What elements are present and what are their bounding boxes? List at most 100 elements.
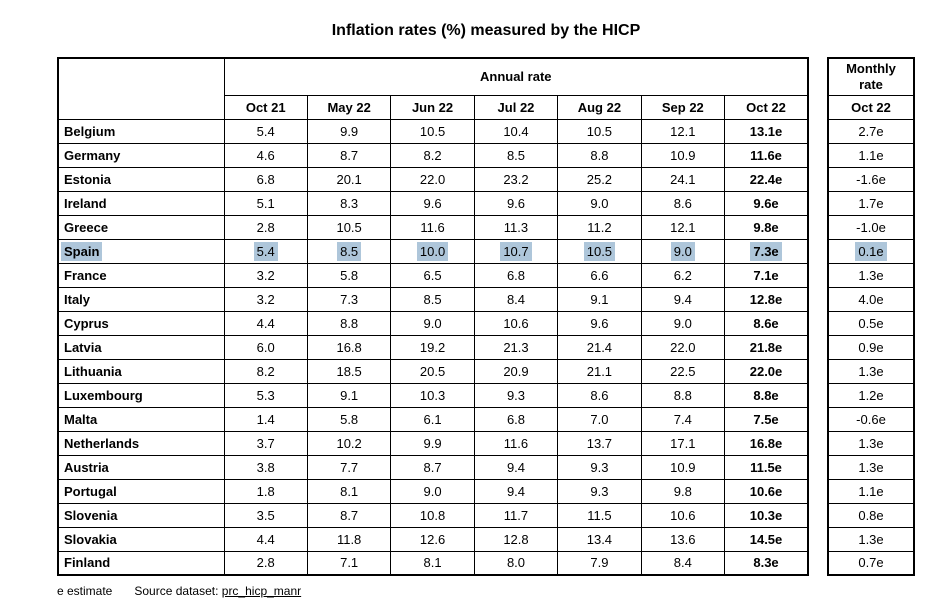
corner-cell — [57, 57, 225, 120]
table-row-cyprus: Cyprus 4.4 8.8 9.0 10.6 9.6 9.0 8.6e — [57, 310, 809, 336]
annual-value-france-sep-22: 6.2 — [640, 262, 726, 288]
country-label-estonia: Estonia — [57, 166, 225, 192]
annual-value-spain-jun-22: 10.0 — [390, 238, 475, 264]
monthly-rate-header: Monthly rate — [827, 57, 915, 96]
monthly-row-portugal: 1.1e — [827, 478, 915, 504]
annual-rate-table: Annual rate Oct 21 May 22 Jun 22 Jul 22 Aug … — [57, 57, 809, 576]
table-row-ireland: Ireland 5.1 8.3 9.6 9.6 9.0 8.6 9.6e — [57, 190, 809, 216]
table-row-portugal: Portugal 1.8 8.1 9.0 9.4 9.3 9.8 10.6e — [57, 478, 809, 504]
annual-value-belgium-jul-22: 10.4 — [473, 118, 559, 144]
monthly-row-italy: 4.0e — [827, 286, 915, 312]
annual-value-estonia-aug-22: 25.2 — [557, 166, 642, 192]
annual-value-france-oct-21: 3.2 — [223, 262, 308, 288]
annual-value-greece-aug-22: 11.2 — [557, 214, 642, 240]
annual-value-germany-jun-22: 8.2 — [390, 142, 475, 168]
highlighted-value: 9.0 — [670, 241, 695, 261]
annual-col-header-may-22: May 22 — [306, 94, 392, 120]
annual-value-estonia-oct-21: 6.8 — [223, 166, 308, 192]
annual-value-spain-jul-22: 10.7 — [473, 238, 559, 264]
annual-value-netherlands-may-22: 10.2 — [306, 430, 392, 456]
annual-value-luxembourg-jul-22: 9.3 — [473, 382, 559, 408]
annual-value-slovenia-jun-22: 10.8 — [390, 502, 475, 528]
monthly-row-cyprus: 0.5e — [827, 310, 915, 336]
table-row-lithuania: Lithuania 8.2 18.5 20.5 20.9 21.1 22.5 22.0e — [57, 358, 809, 384]
annual-value-slovenia-oct-21: 3.5 — [223, 502, 308, 528]
annual-value-france-may-22: 5.8 — [306, 262, 392, 288]
table-row-germany: Germany 4.6 8.7 8.2 8.5 8.8 10.9 11.6e — [57, 142, 809, 168]
annual-value-luxembourg-oct-21: 5.3 — [223, 382, 308, 408]
annual-col-header-aug-22: Aug 22 — [557, 94, 642, 120]
annual-value-netherlands-jul-22: 11.6 — [473, 430, 559, 456]
annual-value-latvia-jun-22: 19.2 — [390, 334, 475, 360]
annual-value-spain-sep-22: 9.0 — [640, 238, 726, 264]
annual-value-slovenia-oct-22: 10.3e — [724, 502, 809, 528]
annual-value-spain-aug-22: 10.5 — [557, 238, 642, 264]
monthly-row-france: 1.3e — [827, 262, 915, 288]
annual-value-luxembourg-jun-22: 10.3 — [390, 382, 475, 408]
annual-value-belgium-may-22: 9.9 — [306, 118, 392, 144]
annual-value-slovenia-aug-22: 11.5 — [557, 502, 642, 528]
monthly-row-malta: -0.6e — [827, 406, 915, 432]
annual-value-germany-jul-22: 8.5 — [473, 142, 559, 168]
annual-value-france-oct-22: 7.1e — [724, 262, 809, 288]
annual-value-estonia-sep-22: 24.1 — [640, 166, 726, 192]
annual-value-malta-jul-22: 6.8 — [473, 406, 559, 432]
annual-value-netherlands-oct-22: 16.8e — [724, 430, 809, 456]
annual-value-greece-sep-22: 12.1 — [640, 214, 726, 240]
table-row-luxembourg: Luxembourg 5.3 9.1 10.3 9.3 8.6 8.8 8.8e — [57, 382, 809, 408]
annual-value-italy-may-22: 7.3 — [306, 286, 392, 312]
highlighted-value: 8.5 — [337, 241, 362, 261]
monthly-value-austria: 1.3e — [827, 454, 915, 480]
annual-col-header-jul-22: Jul 22 — [473, 94, 559, 120]
monthly-column-header-row: Oct 22 — [827, 94, 915, 120]
monthly-value-spain: 0.1e — [827, 238, 915, 264]
annual-value-slovakia-jul-22: 12.8 — [473, 526, 559, 552]
table-row-austria: Austria 3.8 7.7 8.7 9.4 9.3 10.9 11.5e — [57, 454, 809, 480]
annual-value-cyprus-jun-22: 9.0 — [390, 310, 475, 336]
annual-value-cyprus-may-22: 8.8 — [306, 310, 392, 336]
country-label-belgium: Belgium — [57, 118, 225, 144]
source-label: Source dataset: — [134, 584, 219, 598]
annual-value-cyprus-jul-22: 10.6 — [473, 310, 559, 336]
monthly-value-germany: 1.1e — [827, 142, 915, 168]
annual-value-latvia-aug-22: 21.4 — [557, 334, 642, 360]
annual-value-malta-oct-22: 7.5e — [724, 406, 809, 432]
annual-value-cyprus-oct-21: 4.4 — [223, 310, 308, 336]
annual-col-header-jun-22: Jun 22 — [390, 94, 475, 120]
country-label-malta: Malta — [57, 406, 225, 432]
annual-value-greece-jun-22: 11.6 — [390, 214, 475, 240]
annual-value-portugal-oct-21: 1.8 — [223, 478, 308, 504]
annual-value-malta-aug-22: 7.0 — [557, 406, 642, 432]
country-label-greece: Greece — [57, 214, 225, 240]
monthly-value-slovenia: 0.8e — [827, 502, 915, 528]
annual-value-finland-aug-22: 7.9 — [557, 550, 642, 576]
monthly-value-finland: 0.7e — [827, 550, 915, 576]
source-dataset-link[interactable]: prc_hicp_manr — [221, 584, 302, 598]
annual-value-luxembourg-oct-22: 8.8e — [724, 382, 809, 408]
annual-value-netherlands-oct-21: 3.7 — [223, 430, 308, 456]
monthly-value-slovakia: 1.3e — [827, 526, 915, 552]
monthly-value-latvia: 0.9e — [827, 334, 915, 360]
monthly-value-portugal: 1.1e — [827, 478, 915, 504]
monthly-rate-table: Monthly rate Oct 22 2.7e 1.1e -1.6e 1.7e -1.… — [827, 57, 915, 576]
annual-value-austria-oct-21: 3.8 — [223, 454, 308, 480]
monthly-row-finland: 0.7e — [827, 550, 915, 576]
monthly-row-lithuania: 1.3e — [827, 358, 915, 384]
annual-value-ireland-oct-22: 9.6e — [724, 190, 809, 216]
table-row-slovakia: Slovakia 4.4 11.8 12.6 12.8 13.4 13.6 14.5e — [57, 526, 809, 552]
annual-value-ireland-aug-22: 9.0 — [557, 190, 642, 216]
annual-value-spain-may-22: 8.5 — [306, 238, 392, 264]
annual-value-estonia-jul-22: 23.2 — [473, 166, 559, 192]
annual-value-malta-may-22: 5.8 — [306, 406, 392, 432]
highlighted-value: 10.0 — [416, 241, 449, 261]
monthly-value-lithuania: 1.3e — [827, 358, 915, 384]
annual-value-lithuania-jun-22: 20.5 — [390, 358, 475, 384]
annual-value-estonia-may-22: 20.1 — [306, 166, 392, 192]
highlighted-value: 5.4 — [253, 241, 278, 261]
table-row-estonia: Estonia 6.8 20.1 22.0 23.2 25.2 24.1 22.4e — [57, 166, 809, 192]
annual-value-germany-sep-22: 10.9 — [640, 142, 726, 168]
annual-value-portugal-oct-22: 10.6e — [724, 478, 809, 504]
annual-value-portugal-jul-22: 9.4 — [473, 478, 559, 504]
annual-value-slovenia-sep-22: 10.6 — [640, 502, 726, 528]
annual-value-slovakia-sep-22: 13.6 — [640, 526, 726, 552]
